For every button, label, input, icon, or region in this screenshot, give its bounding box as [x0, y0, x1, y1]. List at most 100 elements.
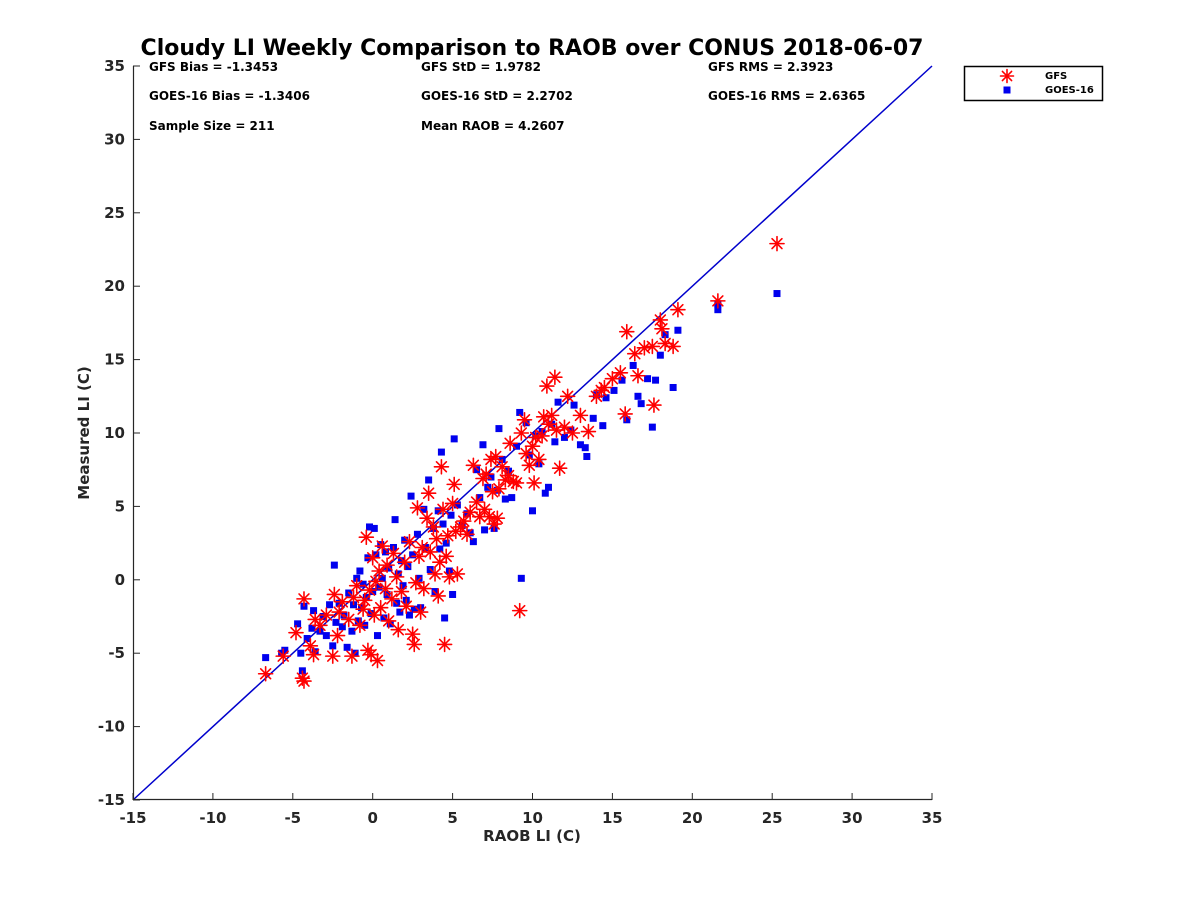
- x-tick-label: -5: [284, 809, 301, 827]
- goes-16-point: [356, 567, 364, 575]
- y-ticks: -15 -10 -5 0 5 10 15 20 25 30 35: [98, 57, 140, 809]
- gfs-point: [385, 545, 402, 562]
- gfs-point: [318, 607, 335, 623]
- gfs-point: [380, 613, 397, 629]
- goes-16-point: [648, 423, 656, 431]
- gfs-bias-stat: GFS Bias = -1.3453: [149, 60, 278, 74]
- gfs-point: [630, 367, 646, 384]
- goes-16-point: [436, 545, 444, 553]
- goes-16-point: [319, 613, 327, 620]
- y-tick-label: -15: [98, 791, 125, 809]
- goes-16-point: [311, 648, 319, 656]
- gfs-point: [396, 554, 413, 570]
- goes-16-point: [303, 635, 311, 643]
- goes-16-point: [294, 620, 302, 628]
- gfs-point: [352, 617, 368, 634]
- goes-16-point: [618, 376, 626, 384]
- gfs-point: [361, 582, 378, 598]
- legend-goes-label: GOES-16: [1045, 85, 1094, 96]
- x-tick-label: -10: [199, 809, 226, 827]
- gfs-point: [379, 557, 395, 573]
- gfs-point: [438, 548, 455, 565]
- goes-16-point: [570, 401, 578, 409]
- gfs-point: [547, 369, 563, 386]
- goes-16-point: [674, 326, 682, 334]
- goes-16-point: [262, 654, 270, 662]
- goes-16-point: [343, 643, 351, 651]
- goes-16-point: [544, 483, 552, 491]
- gfs-point: [326, 586, 343, 603]
- chart-title: Cloudy LI Weekly Comparison to RAOB over…: [141, 36, 924, 61]
- gfs-point: [425, 519, 442, 535]
- gfs-point: [459, 526, 475, 543]
- goes-16-point: [447, 511, 455, 519]
- y-tick-label: 15: [104, 351, 125, 369]
- y-tick-label: 20: [104, 277, 125, 295]
- gfs-point: [384, 591, 400, 607]
- gfs-point: [617, 406, 633, 422]
- goes-16-point: [476, 494, 484, 502]
- goes-16-point: [453, 501, 461, 509]
- gfs-point: [401, 533, 418, 550]
- gfs-point: [452, 519, 469, 535]
- goes-16-point: [637, 400, 645, 408]
- gfs-point: [489, 510, 506, 526]
- gfs-point: [393, 583, 410, 600]
- x-tick-label: 5: [447, 809, 457, 827]
- goes-16-point: [415, 574, 423, 582]
- goes-16-point: [281, 646, 289, 654]
- gfs-point: [427, 566, 443, 582]
- goes-16-point: [466, 529, 474, 537]
- goes-16-point: [373, 632, 381, 640]
- gfs-point: [372, 599, 389, 616]
- gfs-point: [486, 516, 502, 532]
- goes-16-point: [348, 627, 356, 635]
- goes-16-point: [513, 442, 521, 450]
- goes-16-point: [525, 451, 533, 459]
- goes-16-point: [589, 414, 597, 422]
- gfs-point: [487, 448, 504, 465]
- x-tick-label: 10: [522, 809, 543, 827]
- goes-16-point: [583, 452, 591, 460]
- y-tick-label: 35: [104, 57, 125, 75]
- gfs-point: [334, 594, 351, 610]
- goes-16-point: [449, 590, 457, 598]
- gfs-point: [559, 388, 576, 405]
- gfs-point: [340, 611, 357, 628]
- gfs-point: [275, 648, 292, 664]
- goes-16-point: [669, 383, 677, 391]
- gfs-point: [305, 646, 322, 663]
- gfs-point: [371, 563, 387, 579]
- gfs-point: [435, 501, 451, 518]
- legend-gfs-marker: [999, 68, 1015, 84]
- goes-16-point: [652, 376, 660, 384]
- goes-16-point: [332, 618, 340, 626]
- gfs-rms-stat: GFS RMS = 2.3923: [708, 60, 833, 74]
- goes-16-point: [439, 520, 447, 528]
- goes-16-point: [501, 495, 509, 503]
- goes-16-point: [450, 435, 458, 443]
- goes-16-point: [469, 538, 477, 546]
- goes-16-point: [610, 386, 618, 394]
- goes-16-point: [522, 419, 530, 427]
- goes-16-point: [409, 551, 417, 559]
- goes-16-point: [401, 536, 409, 544]
- goes-16-point: [508, 494, 516, 502]
- goes-16-point: [330, 561, 338, 569]
- goes-16-point: [354, 617, 362, 625]
- gfs-point: [626, 345, 643, 362]
- goes-16-point: [329, 642, 337, 650]
- goes-16-point: [335, 599, 343, 607]
- gfs-point: [406, 636, 423, 653]
- goes-16-point: [399, 582, 407, 590]
- legend-goes-square: [1003, 86, 1011, 94]
- goes-16-point: [404, 563, 412, 571]
- goes-16-point: [567, 426, 575, 434]
- gfs-point: [329, 627, 346, 644]
- goes-16-point: [634, 392, 642, 400]
- gfs-point: [516, 411, 533, 428]
- gfs-point: [670, 301, 686, 318]
- goes-16-point: [297, 649, 305, 657]
- gfs-point: [446, 476, 462, 493]
